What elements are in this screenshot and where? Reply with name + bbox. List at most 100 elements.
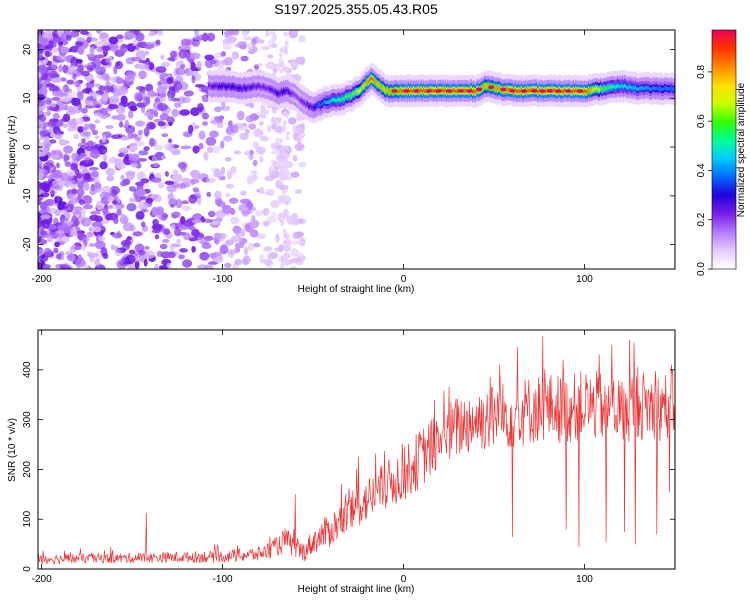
spectrogram-noise-cell xyxy=(60,46,70,54)
spectrogram-noise-cell xyxy=(40,72,48,81)
spectrogram-noise-cell xyxy=(284,46,289,51)
spectrogram-noise-cell xyxy=(108,36,119,45)
spectrogram-noise-cell xyxy=(151,155,158,162)
spectrogram-x-ticks: -200 -100 0 100 xyxy=(32,30,593,285)
spectrogram-noise-cell xyxy=(247,42,254,52)
spectrogram-noise-cell xyxy=(145,250,155,259)
spectrogram-noise-cell xyxy=(296,137,302,146)
spectrogram-ridge-cell xyxy=(657,87,660,91)
spectrogram-noise-cell xyxy=(49,139,57,144)
x-tick-label: -200 xyxy=(32,274,52,285)
spectrogram-noise-cell xyxy=(231,37,238,42)
spectrogram-noise-cell xyxy=(116,208,122,216)
spectrogram-noise-cell xyxy=(83,131,92,137)
spectrogram-y-ticks: -20 -10 0 10 20 xyxy=(22,44,675,252)
spectrogram-noise-cell xyxy=(62,123,68,128)
colorbar-tick-label: 0.2 xyxy=(696,212,707,226)
spectrogram-noise-cell xyxy=(248,123,257,130)
spectrogram-noise-cell xyxy=(223,135,233,142)
spectrogram-ridge-cell xyxy=(228,84,231,88)
spectrogram-noise-cell xyxy=(188,124,194,134)
spectrogram-noise-cell xyxy=(98,85,106,92)
spectrogram-noise-cell xyxy=(189,170,199,177)
spectrogram-noise-cell xyxy=(87,37,98,42)
spectrogram-noise-cell xyxy=(57,224,64,231)
spectrogram-noise-cell xyxy=(52,36,62,43)
spectrogram-noise-cell xyxy=(285,233,290,238)
spectrogram-noise-cell xyxy=(173,102,182,108)
spectrogram-noise-cell xyxy=(161,61,171,68)
spectrogram-noise-cell xyxy=(104,85,111,94)
spectrogram-x-label: Height of straight line (km) xyxy=(298,284,415,295)
spectrogram-noise-cell xyxy=(95,66,107,75)
spectrogram-noise-cell xyxy=(266,216,277,223)
spectrogram-noise-cell xyxy=(168,138,173,144)
spectrogram-ridge-cell xyxy=(613,84,616,89)
y-tick-label: 100 xyxy=(22,510,33,527)
spectrogram-noise-cell xyxy=(110,244,115,251)
spectrogram-noise-cell xyxy=(48,119,57,128)
spectrogram-noise-cell xyxy=(66,90,76,98)
spectrogram-heatmap xyxy=(38,30,675,269)
spectrogram-noise-cell xyxy=(243,246,249,256)
spectrogram-noise-cell xyxy=(95,250,102,261)
spectrogram-noise-cell xyxy=(76,90,82,97)
x-tick-label: -100 xyxy=(213,274,233,285)
spectrogram-noise-cell xyxy=(191,245,196,253)
spectrogram-noise-cell xyxy=(140,221,146,228)
spectrogram-noise-cell xyxy=(221,105,231,112)
spectrogram-noise-cell xyxy=(225,157,232,162)
spectrogram-noise-cell xyxy=(38,138,41,144)
spectrogram-noise-cell xyxy=(284,157,289,163)
spectrogram-noise-cell xyxy=(105,192,110,202)
spectrogram-noise-cell xyxy=(58,251,65,256)
spectrogram-noise-cell xyxy=(295,257,304,266)
spectrogram-noise-cell xyxy=(92,58,102,68)
spectrogram-noise-cell xyxy=(111,204,122,210)
spectrogram-noise-cell xyxy=(38,261,44,268)
spectrogram-noise-cell xyxy=(121,44,129,49)
spectrogram-noise-cell xyxy=(127,262,135,269)
spectrogram-ridge-peak xyxy=(539,89,546,93)
spectrogram-noise-cell xyxy=(231,51,239,60)
spectrogram-noise-cell xyxy=(38,195,41,202)
spectrogram-noise-cell xyxy=(213,170,224,179)
spectrogram-noise-cell xyxy=(160,54,165,60)
spectrogram-noise-cell xyxy=(194,125,200,129)
spectrogram-noise-cell xyxy=(42,219,51,229)
spectrogram-noise-cell xyxy=(128,110,134,119)
spectrogram-noise-cell xyxy=(136,171,146,181)
spectrogram-noise-cell xyxy=(173,228,182,237)
spectrogram-noise-cell xyxy=(218,115,225,120)
spectrogram-noise-cell xyxy=(281,111,286,117)
spectrogram-noise-cell xyxy=(230,166,237,174)
spectrogram-noise-cell xyxy=(249,149,254,156)
spectrogram-noise-cell xyxy=(148,138,158,147)
spectrogram-noise-cell xyxy=(120,239,132,247)
spectrogram-noise-cell xyxy=(38,248,45,256)
spectrogram-noise-cell xyxy=(295,231,304,238)
spectrogram-noise-cell xyxy=(250,170,258,175)
spectrogram-ridge-peak xyxy=(555,89,562,93)
spectrogram-ridge-peak xyxy=(446,89,453,93)
spectrogram-noise-cell xyxy=(157,103,168,111)
spectrogram-noise-cell xyxy=(270,43,278,48)
spectrogram-noise-cell xyxy=(292,155,298,162)
spectrogram-noise-cell xyxy=(231,30,240,36)
spectrogram-noise-cell xyxy=(170,224,176,230)
spectrogram-noise-cell xyxy=(222,42,233,51)
spectrogram-noise-cell xyxy=(161,133,169,138)
spectrogram-noise-cell xyxy=(138,70,147,80)
spectrogram-noise-cell xyxy=(86,231,94,238)
spectrogram-noise-cell xyxy=(62,115,70,123)
spectrogram-noise-cell xyxy=(64,161,72,167)
spectrogram-noise-cell xyxy=(65,55,76,63)
spectrogram-noise-cell xyxy=(178,49,188,59)
spectrogram-noise-cell xyxy=(157,121,166,127)
spectrogram-noise-cell xyxy=(184,68,189,74)
spectrogram-noise-cell xyxy=(101,134,106,143)
spectrogram-noise-cell xyxy=(281,147,286,153)
spectrogram-noise-cell xyxy=(284,175,289,181)
spectrogram-noise-cell xyxy=(239,43,247,50)
spectrogram-ridge-peak xyxy=(466,89,473,93)
